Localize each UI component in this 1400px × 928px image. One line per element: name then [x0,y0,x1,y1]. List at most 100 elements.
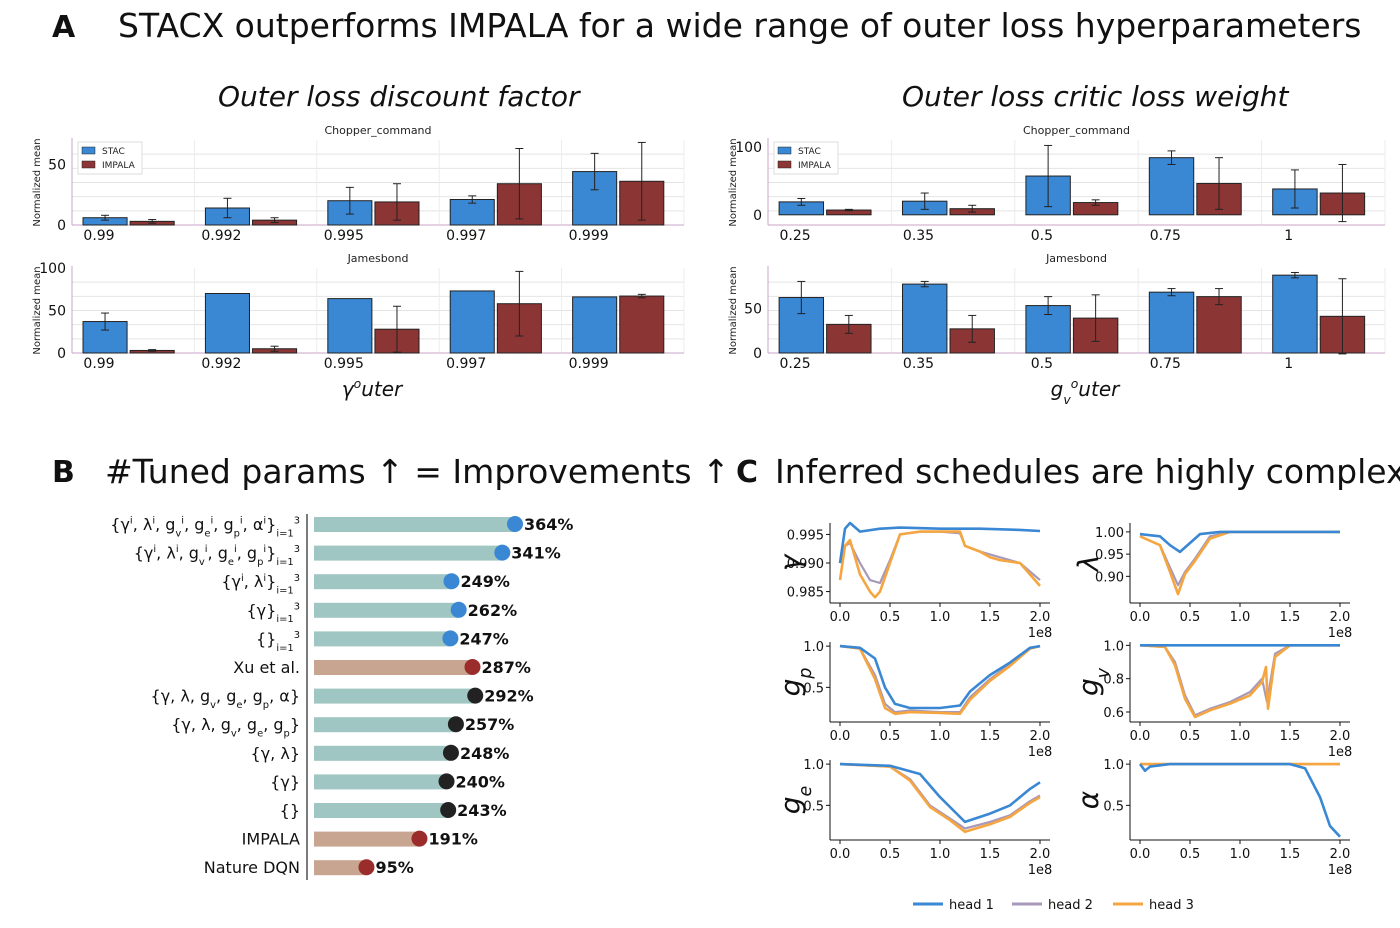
panel-c-letter: C [736,455,759,490]
y-tick-label: 50 [744,301,762,317]
bar-chart-a1: 0.99 0.992 0.995 0.997 0.999 0 50 Chopper_comma… [32,124,685,244]
bar [314,774,447,790]
x-tick-label: 1 [1284,356,1293,372]
bar-chart-b: 364% {γi​, λi​, gv​i​, ge​i​, gp​i​, αi​}… [110,514,573,880]
value-label: 364% [524,515,573,534]
x-tick-label: 0.0 [830,729,851,744]
series-line-head2 [838,530,1041,585]
legend-swatch [81,160,96,169]
series-line-head3 [1139,530,1340,596]
category-label: {γ, λ, gv​, ge​, gp​} [171,715,300,739]
panel-a-title: STACX outperforms IMPALA for a wide rang… [118,6,1362,45]
x-tick-label: 0.0 [1130,610,1151,625]
x-tick-label: 1.0 [930,610,951,625]
x-tick-label: 2.0 [1030,847,1051,862]
y-tick-label: 0.995 [787,528,824,543]
bar-end-dot [450,601,467,618]
category-label: {γ, λ} [251,744,300,763]
subplot-title: Jamesbond [347,252,409,265]
legend-swatch [777,160,792,169]
subplot-title: Chopper_command [324,124,431,137]
bar [314,717,456,733]
y-tick-label: 100 [735,140,762,156]
bar-stac [1148,157,1195,216]
bar-end-dot [447,716,464,733]
x-multiplier: 1e8 [1328,863,1353,878]
series-line-head1 [1139,530,1340,554]
x-tick-label: 1.5 [980,610,1001,625]
x-tick-label: 0.5 [1031,356,1053,372]
bar-end-dot [442,630,459,647]
y-axis-label: Normalized mean [728,138,739,226]
series-line-head1 [839,644,1041,710]
legend-label-head1: head 1 [949,898,994,913]
legend-swatch [81,146,96,155]
bar [314,660,473,675]
bar [314,545,503,561]
x-tick-label: 0.5 [880,729,901,744]
legend-swatch [777,146,792,155]
y-tick-label: 0.990 [787,557,824,572]
bar-end-dot [443,573,460,590]
bar [314,688,476,704]
x-tick-label: 0.25 [780,228,811,244]
x-tick-label: 1.5 [1280,610,1301,625]
panel-a-subtitle-left: Outer loss discount factor [218,80,580,113]
value-label: 247% [459,629,508,648]
y-tick-label: 0 [57,346,66,362]
value-label: 95% [375,858,413,877]
y-tick-label: 0.985 [787,586,824,601]
bar-end-dot [442,744,459,761]
x-tick-label: 2.0 [1330,729,1351,744]
category-label: {} [280,801,300,820]
y-tick-label: 1.0 [1103,758,1124,773]
category-label: {γi​, λi​, gv​i​, ge​i​, gp​i​}i=1​3​ [134,544,300,568]
series-line-head3 [838,530,1041,599]
series-line-head3 [839,762,1041,834]
y-tick-label: 0 [753,346,762,362]
x-tick-label: 2.0 [1030,610,1051,625]
series-line-head1 [838,521,1041,564]
bar-impala [1196,296,1242,354]
bar-chart-a4: 0.25 0.35 0.5 0.75 1 0 50 Jamesbond Normalized m… [728,252,1386,372]
y-tick-label: 100 [39,261,66,277]
x-tick-label: 0.35 [903,356,934,372]
series-line-head2 [1139,644,1340,717]
value-label: 249% [460,572,509,591]
bar [314,831,420,847]
category-label: Xu et al. [233,658,300,677]
series-line-head1 [1138,762,1341,838]
y-tick-label: 0 [57,218,66,234]
x-multiplier: 1e8 [1028,745,1053,760]
legend-label: IMPALA [102,161,136,171]
bar [314,745,451,761]
x-tick-label: 1.5 [1280,729,1301,744]
x-tick-label: 2.0 [1330,610,1351,625]
x-axis-label-gamma-outer: γo​uter [342,376,404,401]
bar-stac [204,293,250,354]
bar-end-dot [464,659,481,675]
y-axis-label: λ [1072,555,1105,574]
x-tick-label: 0.5 [1180,847,1201,862]
series-line-head2 [1139,530,1340,587]
bar-end-dot [358,859,375,876]
x-tick-label: 1.0 [1230,729,1251,744]
y-tick-label: 1.0 [803,758,824,773]
subplot-title: Jamesbond [1045,252,1107,265]
value-label: 257% [465,715,514,734]
category-label: {γ} [270,772,300,791]
bar-end-dot [411,830,428,847]
y-axis-label: Normalized mean [32,138,43,226]
bar-end-dot [438,773,455,790]
x-multiplier: 1e8 [1028,863,1053,878]
value-label: 248% [460,744,509,763]
x-tick-label: 0.992 [201,228,241,244]
bar [314,602,459,618]
y-axis-label: α [1072,790,1105,809]
y-tick-label: 0.90 [1095,570,1124,585]
category-label: {γ, λ, gv​, ge​, gp​, α} [151,687,300,711]
value-label: 292% [484,687,533,706]
